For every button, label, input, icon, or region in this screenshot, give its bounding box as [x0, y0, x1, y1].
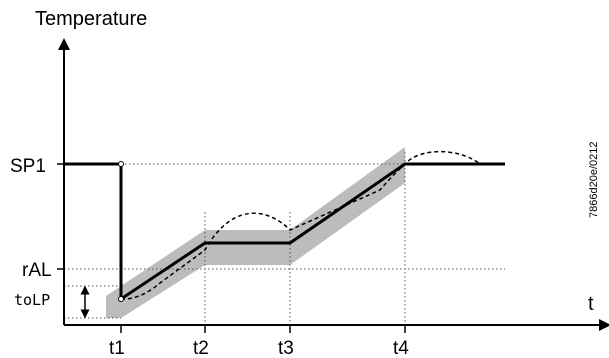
t1-label: t1	[109, 338, 125, 358]
t4-label: t4	[393, 338, 409, 358]
tolp-label: toLP	[14, 291, 50, 309]
ral-label: rAL	[22, 260, 52, 281]
actual-temperature-curve	[120, 150, 481, 300]
t2-label: t2	[193, 338, 209, 358]
sp1-label: SP1	[10, 156, 46, 177]
tolerance-band	[106, 147, 405, 318]
y-axis-title: Temperature	[35, 8, 147, 30]
t3-label: t3	[278, 338, 294, 358]
ramp-start-marker	[118, 296, 124, 302]
document-code: 7866d20e/0212	[588, 142, 600, 218]
x-axis-title: t	[588, 293, 594, 315]
setpoint-start-marker	[118, 161, 124, 167]
